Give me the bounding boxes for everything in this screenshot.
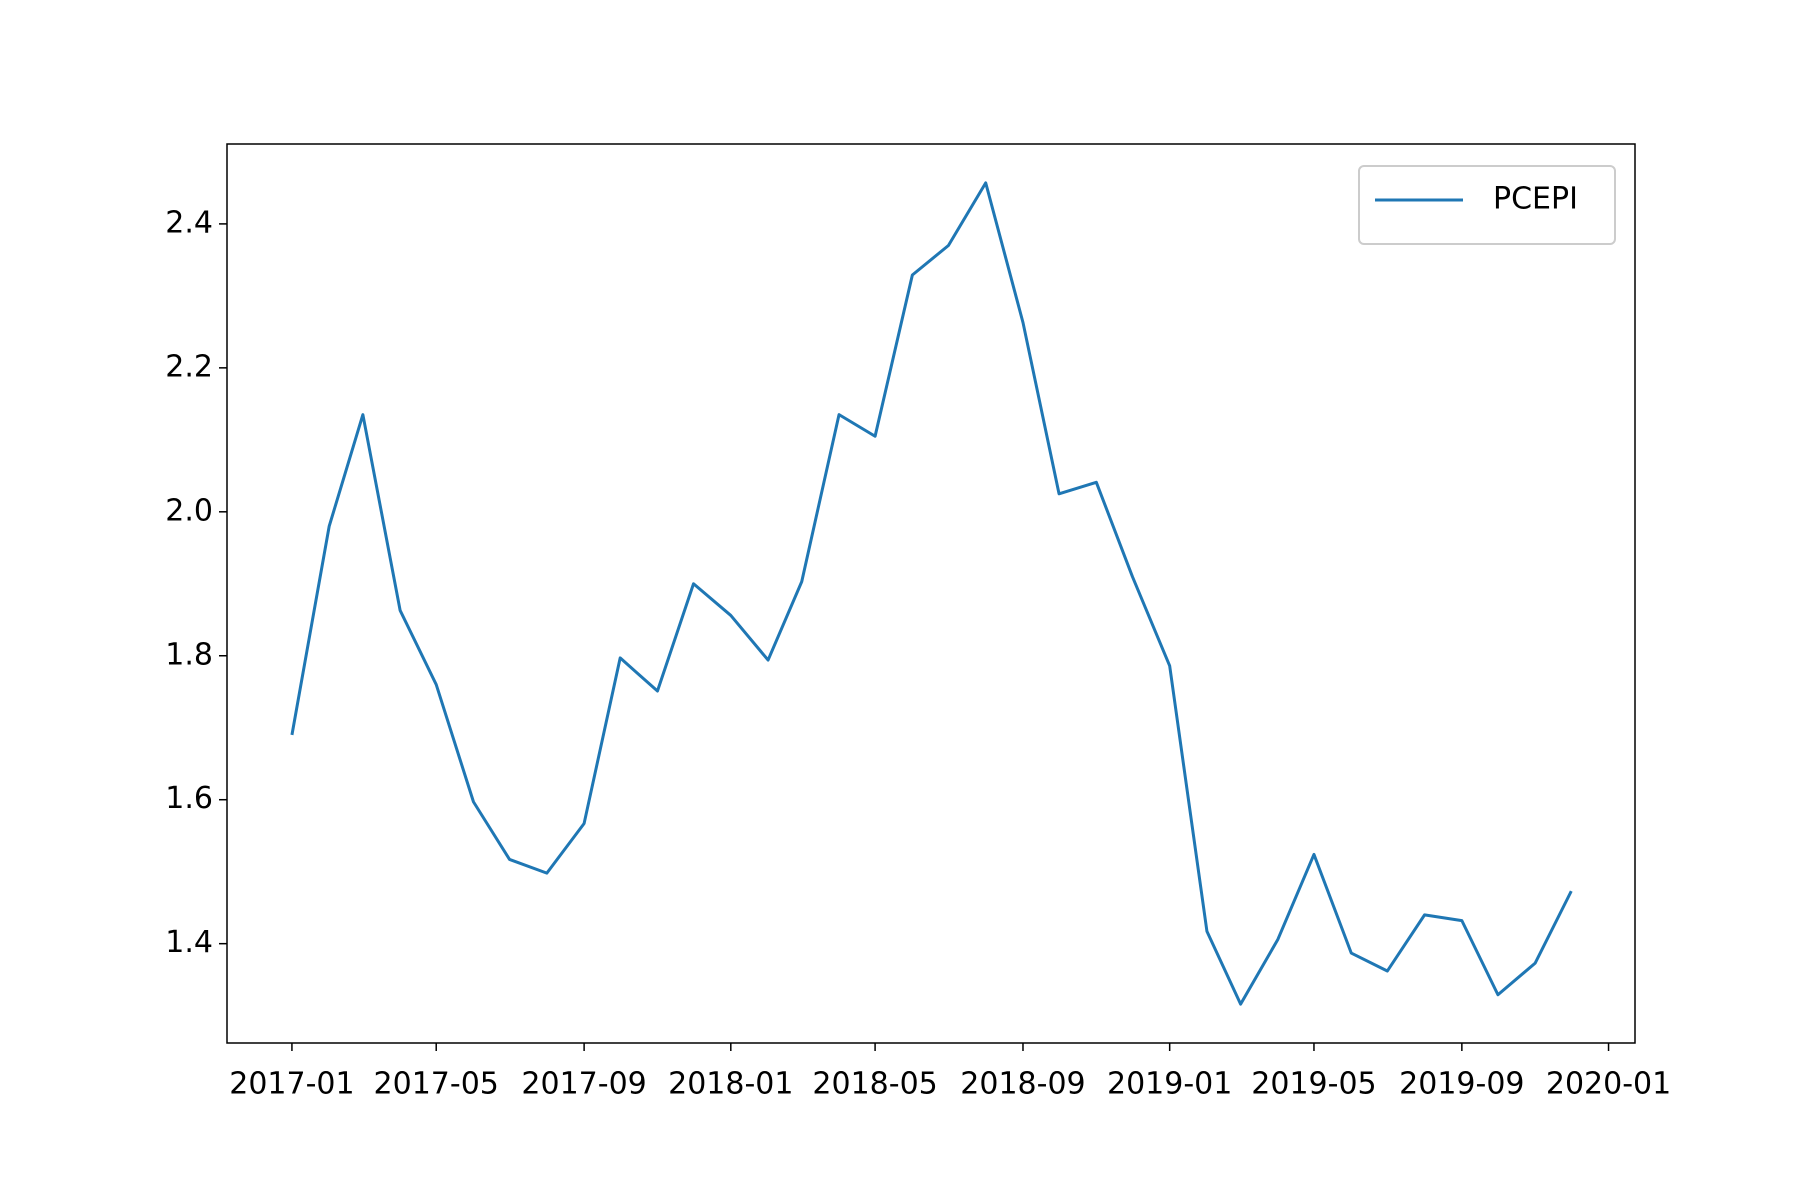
x-tick-label: 2020-01 [1546,1067,1671,1102]
data-line [290,181,1573,1006]
x-tick-label: 2018-09 [960,1067,1085,1102]
x-tick-label: 2017-05 [374,1067,499,1102]
x-tick-label: 2019-01 [1107,1067,1232,1102]
legend-label: PCEPI [1493,182,1578,217]
x-tick-label: 2017-01 [229,1067,354,1102]
legend-box [1358,165,1616,245]
x-tick-label: 2019-09 [1399,1067,1524,1102]
plot-frame [226,143,1636,1044]
y-tick-label: 1.4 [165,925,213,960]
x-tick-label: 2019-05 [1251,1067,1376,1102]
x-tick-label: 2018-05 [812,1067,937,1102]
y-tick-label: 1.6 [165,781,213,816]
y-tick-label: 1.8 [165,637,213,672]
x-tick-label: 2018-01 [668,1067,793,1102]
y-tick-label: 2.0 [165,493,213,528]
y-tick-label: 2.4 [165,205,213,240]
x-tick-label: 2017-09 [521,1067,646,1102]
y-tick-label: 2.2 [165,349,213,384]
